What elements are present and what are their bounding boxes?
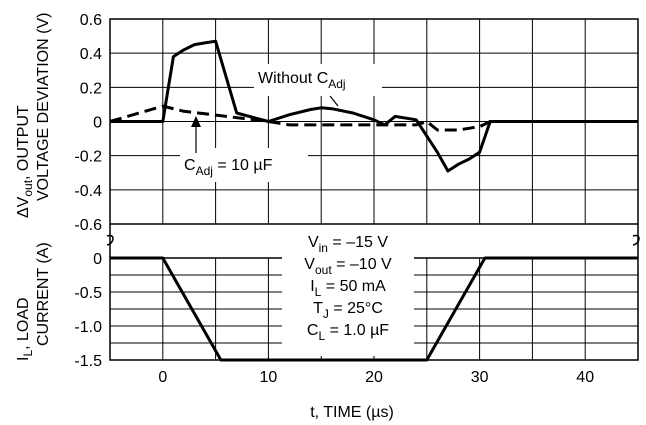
axis-break-left [106,234,114,246]
top-ytick-label: 0.6 [80,12,102,29]
bottom-ylabel-line2: CURRENT (A) [35,242,52,346]
xtick-label: 20 [365,369,383,386]
xtick-label: 10 [260,369,278,386]
condition-line: Vin = –15 V [308,234,388,255]
bottom-ylabel-prefix: I [15,357,32,361]
xtick-label: 30 [471,369,489,386]
series [109,39,638,362]
bottom-ytick-label: -1.5 [74,353,102,370]
condition-line: IL = 50 mA [310,278,386,299]
top-ytick-label: -0.2 [74,149,102,166]
top-ytick-label: 0.2 [80,80,102,97]
bottom-ytick-label: 0 [93,251,102,268]
top-ylabel-prefix: ΔV [15,196,32,218]
top-ylabel-line2: VOLTAGE DEVIATION (V) [35,13,52,201]
without-label-bg [254,64,382,96]
conditions-bg [282,228,414,356]
bottom-ytick-label: -1.0 [74,319,102,336]
series-line-load-current [110,256,638,362]
top-ylabel-sub: out [21,179,35,196]
top-ylabel-line1: ΔVout, OUTPUT [15,105,35,218]
condition-line: CL = 1.0 µF [307,322,389,343]
top-ytick-label: -0.6 [74,217,102,234]
xtick-label: 40 [576,369,594,386]
bottom-ylabel-sub: L [21,350,35,357]
x-axis-label: t, TIME (µs) [310,404,394,421]
top-ytick-label: -0.4 [74,183,102,200]
tick-labels: 0.6 0.4 0.2 0 -0.2 -0.4 -0.6 0 -0.5 -1.0 -1.5 0 10 20… [74,12,594,386]
without-leader-line [329,95,339,107]
bottom-ylabel-line1: IL, LOAD [15,297,35,361]
bottom-ylabel-suffix: , LOAD [15,297,32,349]
series-line-cadj-10uf [109,104,638,132]
cadj-arrowhead [191,116,201,127]
bottom-ytick-label: -0.5 [74,285,102,302]
condition-line: TJ = 25°C [313,300,383,321]
annotation-without-cadj: Without CAdj [258,70,346,91]
top-ylabel-suffix: , OUTPUT [15,105,32,180]
top-ytick-label: 0.4 [80,46,102,63]
xtick-label: 0 [158,369,167,386]
annotation-cadj: CAdj = 10 µF [184,157,273,178]
cadj-label-bg [180,148,308,182]
condition-line: Vout = –10 V [304,256,392,277]
axis-break-right [632,234,640,246]
series-line-without-cadj [110,39,638,173]
top-ytick-label: 0 [93,115,102,132]
